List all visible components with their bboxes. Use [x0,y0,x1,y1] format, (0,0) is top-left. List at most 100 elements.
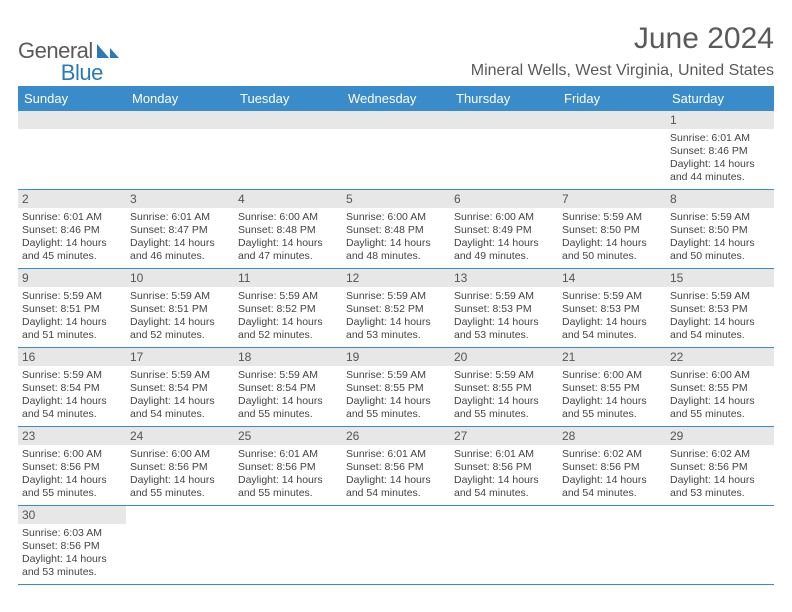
day-number: 30 [18,506,126,524]
sunrise-line: Sunrise: 6:02 AM [562,448,662,461]
day-info: Sunrise: 5:59 AMSunset: 8:52 PMDaylight:… [234,287,342,347]
sunrise-line: Sunrise: 5:59 AM [454,369,554,382]
day-number: 10 [126,269,234,287]
calendar-empty-cell [18,111,126,190]
daylight-line: Daylight: 14 hours and 54 minutes. [22,395,122,421]
empty-daynum-bar [126,111,234,129]
daylight-line: Daylight: 14 hours and 55 minutes. [670,395,770,421]
day-number: 8 [666,190,774,208]
day-wrap: 26Sunrise: 6:01 AMSunset: 8:56 PMDayligh… [342,427,450,505]
daylight-line: Daylight: 14 hours and 44 minutes. [670,158,770,184]
sunset-line: Sunset: 8:55 PM [346,382,446,395]
sunset-line: Sunset: 8:53 PM [670,303,770,316]
day-info: Sunrise: 6:00 AMSunset: 8:56 PMDaylight:… [126,445,234,505]
sunrise-line: Sunrise: 6:01 AM [670,132,770,145]
sunrise-line: Sunrise: 6:00 AM [562,369,662,382]
day-info: Sunrise: 5:59 AMSunset: 8:51 PMDaylight:… [18,287,126,347]
sunset-line: Sunset: 8:48 PM [346,224,446,237]
sunrise-line: Sunrise: 6:01 AM [238,448,338,461]
day-wrap: 20Sunrise: 5:59 AMSunset: 8:55 PMDayligh… [450,348,558,426]
day-number: 16 [18,348,126,366]
day-info: Sunrise: 6:01 AMSunset: 8:56 PMDaylight:… [342,445,450,505]
calendar-day-cell: 15Sunrise: 5:59 AMSunset: 8:53 PMDayligh… [666,269,774,348]
day-wrap: 16Sunrise: 5:59 AMSunset: 8:54 PMDayligh… [18,348,126,426]
day-wrap: 21Sunrise: 6:00 AMSunset: 8:55 PMDayligh… [558,348,666,426]
day-info: Sunrise: 5:59 AMSunset: 8:50 PMDaylight:… [666,208,774,268]
calendar-empty-cell [558,111,666,190]
daylight-line: Daylight: 14 hours and 54 minutes. [454,474,554,500]
sunset-line: Sunset: 8:56 PM [454,461,554,474]
day-info: Sunrise: 6:00 AMSunset: 8:48 PMDaylight:… [234,208,342,268]
daylight-line: Daylight: 14 hours and 54 minutes. [346,474,446,500]
day-wrap: 7Sunrise: 5:59 AMSunset: 8:50 PMDaylight… [558,190,666,268]
day-number: 11 [234,269,342,287]
daylight-line: Daylight: 14 hours and 50 minutes. [670,237,770,263]
calendar-day-cell: 24Sunrise: 6:00 AMSunset: 8:56 PMDayligh… [126,427,234,506]
calendar-day-cell: 21Sunrise: 6:00 AMSunset: 8:55 PMDayligh… [558,348,666,427]
calendar-day-cell: 23Sunrise: 6:00 AMSunset: 8:56 PMDayligh… [18,427,126,506]
calendar-empty-cell [450,111,558,190]
calendar-day-cell: 22Sunrise: 6:00 AMSunset: 8:55 PMDayligh… [666,348,774,427]
weekday-header: Tuesday [234,86,342,111]
day-number: 27 [450,427,558,445]
logo-text-b: Blue [61,60,103,86]
sunrise-line: Sunrise: 5:59 AM [346,290,446,303]
empty-daynum-bar [234,111,342,129]
day-wrap: 23Sunrise: 6:00 AMSunset: 8:56 PMDayligh… [18,427,126,505]
day-info: Sunrise: 5:59 AMSunset: 8:50 PMDaylight:… [558,208,666,268]
calendar-empty-cell [342,506,450,585]
sunrise-line: Sunrise: 5:59 AM [130,369,230,382]
day-number: 17 [126,348,234,366]
day-wrap: 17Sunrise: 5:59 AMSunset: 8:54 PMDayligh… [126,348,234,426]
calendar-day-cell: 30Sunrise: 6:03 AMSunset: 8:56 PMDayligh… [18,506,126,585]
sunrise-line: Sunrise: 5:59 AM [346,369,446,382]
calendar-day-cell: 5Sunrise: 6:00 AMSunset: 8:48 PMDaylight… [342,190,450,269]
day-info: Sunrise: 6:02 AMSunset: 8:56 PMDaylight:… [558,445,666,505]
calendar-day-cell: 17Sunrise: 5:59 AMSunset: 8:54 PMDayligh… [126,348,234,427]
sunrise-line: Sunrise: 6:01 AM [454,448,554,461]
sunset-line: Sunset: 8:46 PM [670,145,770,158]
sunset-line: Sunset: 8:56 PM [346,461,446,474]
sunrise-line: Sunrise: 6:00 AM [238,211,338,224]
sunset-line: Sunset: 8:56 PM [562,461,662,474]
day-info: Sunrise: 5:59 AMSunset: 8:54 PMDaylight:… [126,366,234,426]
sunset-line: Sunset: 8:50 PM [562,224,662,237]
sunset-line: Sunset: 8:56 PM [22,540,122,553]
day-number: 23 [18,427,126,445]
sunset-line: Sunset: 8:46 PM [22,224,122,237]
day-number: 2 [18,190,126,208]
day-number: 5 [342,190,450,208]
daylight-line: Daylight: 14 hours and 55 minutes. [130,474,230,500]
daylight-line: Daylight: 14 hours and 53 minutes. [454,316,554,342]
title-block: June 2024 Mineral Wells, West Virginia, … [471,22,774,80]
day-info: Sunrise: 5:59 AMSunset: 8:55 PMDaylight:… [450,366,558,426]
calendar-day-cell: 3Sunrise: 6:01 AMSunset: 8:47 PMDaylight… [126,190,234,269]
day-wrap: 10Sunrise: 5:59 AMSunset: 8:51 PMDayligh… [126,269,234,347]
calendar-week-row: 16Sunrise: 5:59 AMSunset: 8:54 PMDayligh… [18,348,774,427]
daylight-line: Daylight: 14 hours and 55 minutes. [562,395,662,421]
day-info: Sunrise: 6:01 AMSunset: 8:56 PMDaylight:… [450,445,558,505]
daylight-line: Daylight: 14 hours and 55 minutes. [346,395,446,421]
empty-daynum-bar [558,111,666,129]
page-title: June 2024 [471,22,774,56]
day-info: Sunrise: 6:01 AMSunset: 8:47 PMDaylight:… [126,208,234,268]
day-info: Sunrise: 6:01 AMSunset: 8:46 PMDaylight:… [18,208,126,268]
day-info: Sunrise: 5:59 AMSunset: 8:53 PMDaylight:… [558,287,666,347]
empty-daynum-bar [342,111,450,129]
sunset-line: Sunset: 8:56 PM [238,461,338,474]
calendar-week-row: 30Sunrise: 6:03 AMSunset: 8:56 PMDayligh… [18,506,774,585]
weekday-header-row: SundayMondayTuesdayWednesdayThursdayFrid… [18,86,774,111]
sunset-line: Sunset: 8:56 PM [22,461,122,474]
daylight-line: Daylight: 14 hours and 52 minutes. [238,316,338,342]
logo-sail-icon [95,42,123,60]
daylight-line: Daylight: 14 hours and 53 minutes. [346,316,446,342]
sunrise-line: Sunrise: 5:59 AM [562,290,662,303]
weekday-header: Friday [558,86,666,111]
sunrise-line: Sunrise: 5:59 AM [670,211,770,224]
day-number: 3 [126,190,234,208]
empty-daynum-bar [18,111,126,129]
day-wrap: 11Sunrise: 5:59 AMSunset: 8:52 PMDayligh… [234,269,342,347]
calendar-empty-cell [558,506,666,585]
daylight-line: Daylight: 14 hours and 54 minutes. [562,316,662,342]
day-info: Sunrise: 5:59 AMSunset: 8:54 PMDaylight:… [234,366,342,426]
